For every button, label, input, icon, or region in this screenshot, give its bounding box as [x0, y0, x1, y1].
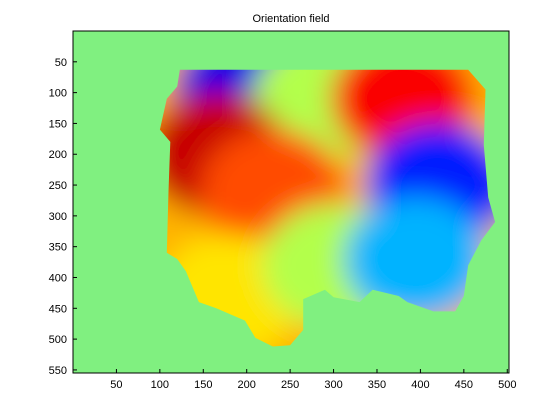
- y-tick-label: 350: [49, 242, 67, 254]
- y-tick-label: 200: [49, 149, 67, 161]
- x-tick-label: 250: [281, 379, 299, 391]
- y-tick-label: 100: [49, 88, 67, 100]
- y-tick-label: 150: [49, 118, 67, 130]
- x-tick-label: 50: [110, 379, 122, 391]
- x-tick-label: 100: [151, 379, 169, 391]
- x-tick-label: 150: [194, 379, 212, 391]
- plot-area: [73, 31, 510, 373]
- y-tick-label: 500: [49, 334, 67, 346]
- y-tick-label: 50: [55, 57, 67, 69]
- x-tick-label: 200: [238, 379, 256, 391]
- y-tick-label: 300: [49, 211, 67, 223]
- chart-title: Orientation field: [252, 13, 329, 25]
- x-tick-label: 400: [411, 379, 429, 391]
- x-tick-label: 450: [455, 379, 473, 391]
- y-tick-label: 550: [49, 365, 67, 377]
- y-tick-label: 250: [49, 180, 67, 192]
- x-tick-label: 300: [324, 379, 342, 391]
- y-tick-label: 400: [49, 272, 67, 284]
- y-tick-label: 450: [49, 303, 67, 315]
- x-tick-label: 350: [368, 379, 386, 391]
- x-tick-label: 500: [498, 379, 516, 391]
